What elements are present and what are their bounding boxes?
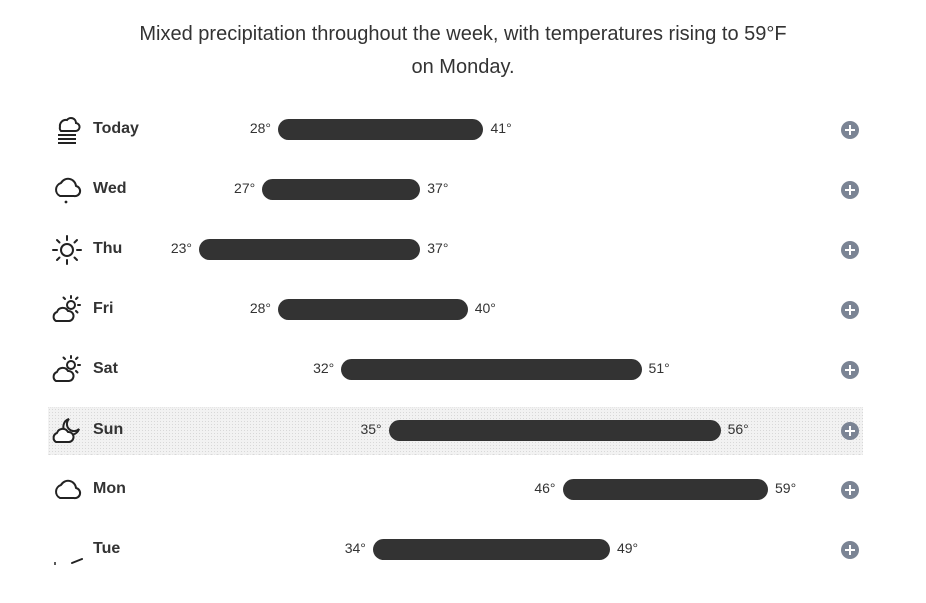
temperature-range-bar bbox=[388, 420, 721, 441]
temperature-range-bar bbox=[372, 539, 610, 560]
low-temp: 32° bbox=[313, 360, 335, 376]
cloud-icon bbox=[51, 474, 83, 506]
forecast-row-fri[interactable]: Fri 28° 40° bbox=[48, 287, 863, 333]
high-temp: 41° bbox=[490, 120, 512, 136]
forecast-row-sun[interactable]: Sun 35° 56° bbox=[48, 407, 863, 455]
day-label: Thu bbox=[93, 240, 123, 257]
day-label: Tue bbox=[93, 540, 121, 557]
partly-cloudy-night-icon bbox=[51, 415, 83, 447]
expand-plus-icon[interactable] bbox=[841, 422, 859, 440]
fog-icon bbox=[51, 114, 83, 146]
high-temp: 59° bbox=[775, 480, 797, 496]
rain-icon bbox=[51, 534, 83, 566]
temperature-range-bar bbox=[278, 299, 468, 320]
cloud-drizzle-icon bbox=[51, 174, 83, 206]
low-temp: 28° bbox=[249, 300, 272, 316]
sun-icon bbox=[51, 234, 83, 266]
day-label: Fri bbox=[93, 300, 114, 317]
summary-line-1: Mixed precipitation throughout the week,… bbox=[139, 23, 787, 45]
high-temp: 56° bbox=[727, 421, 749, 437]
expand-plus-icon[interactable] bbox=[841, 361, 859, 379]
expand-plus-icon[interactable] bbox=[841, 241, 859, 259]
temperature-range-bar bbox=[262, 179, 421, 200]
temperature-range-bar bbox=[341, 359, 642, 380]
forecast-row-mon[interactable]: Mon 46° 59° bbox=[48, 467, 863, 513]
low-temp: 46° bbox=[534, 480, 556, 496]
forecast-row-thu[interactable]: Thu 23° 37° bbox=[48, 227, 863, 273]
partly-cloudy-icon bbox=[51, 294, 83, 326]
expand-plus-icon[interactable] bbox=[841, 181, 859, 199]
expand-plus-icon[interactable] bbox=[841, 541, 859, 559]
forecast-summary: Mixed precipitation throughout the week,… bbox=[0, 18, 926, 84]
low-temp: 35° bbox=[360, 421, 382, 437]
low-temp: 28° bbox=[249, 120, 272, 136]
expand-plus-icon[interactable] bbox=[841, 481, 859, 499]
day-label: Wed bbox=[93, 180, 127, 197]
high-temp: 40° bbox=[474, 300, 496, 316]
low-temp: 27° bbox=[234, 180, 256, 196]
low-temp: 23° bbox=[170, 240, 192, 256]
expand-plus-icon[interactable] bbox=[841, 121, 859, 139]
high-temp: 37° bbox=[427, 240, 449, 256]
partly-cloudy-icon bbox=[51, 354, 83, 386]
temperature-range-bar bbox=[278, 119, 484, 140]
day-label: Today bbox=[93, 120, 139, 137]
expand-plus-icon[interactable] bbox=[841, 301, 859, 319]
day-label: Sat bbox=[93, 360, 118, 377]
forecast-row-tue[interactable]: Tue 34° 49° bbox=[48, 527, 863, 573]
day-label: Mon bbox=[93, 480, 126, 497]
high-temp: 49° bbox=[616, 540, 639, 556]
temperature-range-bar bbox=[199, 239, 421, 260]
forecast-row-today[interactable]: Today 28° 41° bbox=[48, 107, 863, 153]
low-temp: 34° bbox=[344, 540, 366, 556]
forecast-row-wed[interactable]: Wed 27° 37° bbox=[48, 167, 863, 213]
high-temp: 37° bbox=[427, 180, 449, 196]
forecast-row-sat[interactable]: Sat 32° 51° bbox=[48, 347, 863, 393]
high-temp: 51° bbox=[648, 360, 670, 376]
summary-line-2: on Monday. bbox=[411, 56, 515, 78]
temperature-range-bar bbox=[562, 479, 768, 500]
day-label: Sun bbox=[93, 421, 124, 438]
